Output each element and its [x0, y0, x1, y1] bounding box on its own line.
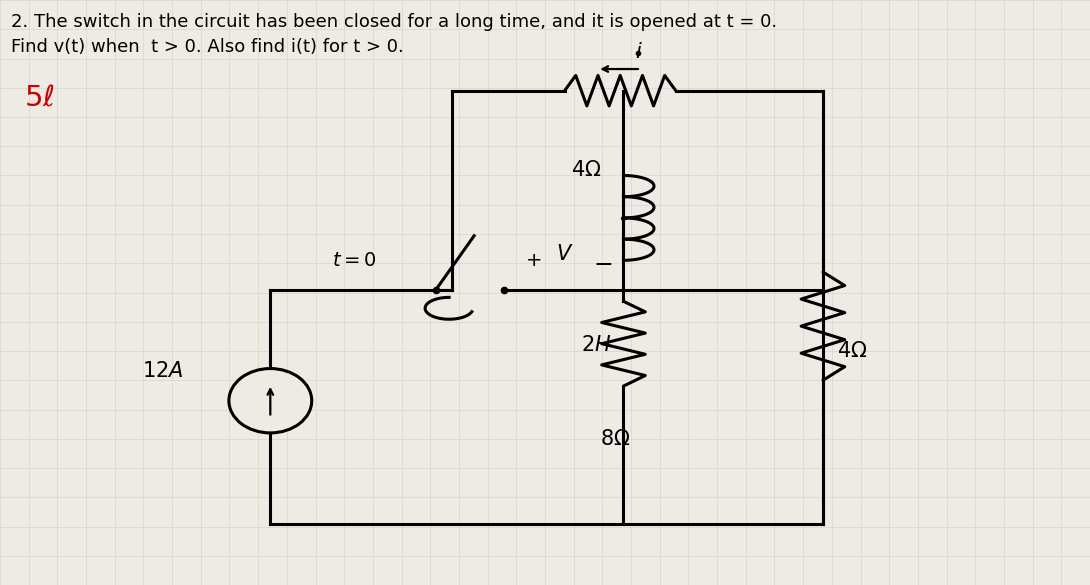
- Text: $t=0$: $t=0$: [332, 251, 377, 270]
- Text: Find v(t) when  t > 0. Also find i(t) for t > 0.: Find v(t) when t > 0. Also find i(t) for…: [11, 38, 403, 56]
- Text: $12A$: $12A$: [142, 362, 183, 381]
- Text: 2. The switch in the circuit has been closed for a long time, and it is opened a: 2. The switch in the circuit has been cl…: [11, 13, 777, 31]
- Text: $4\Omega$: $4\Omega$: [571, 160, 602, 180]
- Text: $5\ell$: $5\ell$: [24, 83, 54, 111]
- Text: $2H$: $2H$: [581, 335, 611, 355]
- Ellipse shape: [229, 369, 312, 433]
- Text: $4\Omega$: $4\Omega$: [837, 341, 868, 361]
- Text: $8\Omega$: $8\Omega$: [600, 429, 630, 449]
- Text: $i$: $i$: [635, 43, 643, 63]
- Text: $-$: $-$: [593, 252, 613, 276]
- Text: $V$: $V$: [556, 245, 573, 264]
- Text: $+$: $+$: [525, 251, 542, 270]
